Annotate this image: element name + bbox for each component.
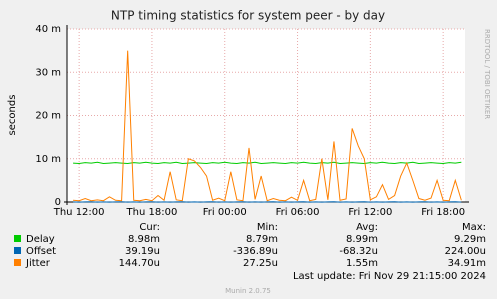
stat-value: -336.89u (233, 246, 278, 257)
y-tick-label: 30 m (35, 67, 61, 78)
x-tick-label: Thu 18:00 (126, 207, 178, 218)
stat-value: -68.32u (339, 246, 378, 257)
legend-label: Offset (26, 246, 56, 257)
stat-value: 9.29m (454, 234, 486, 245)
stat-value: 8.98m (128, 234, 160, 245)
x-tick-label: Fri 06:00 (276, 207, 320, 218)
stat-header: Cur: (139, 222, 160, 233)
y-tick-label: 20 m (35, 111, 61, 122)
x-tick-label: Thu 12:00 (53, 207, 105, 218)
y-tick-label: 10 m (35, 154, 61, 165)
x-tick-label: Fri 18:00 (421, 207, 465, 218)
x-tick-label: Fri 00:00 (203, 207, 247, 218)
side-text: RRDTOOL / TOBI OETIKER (483, 29, 491, 119)
stat-value: 27.25u (243, 258, 278, 269)
footer: Munin 2.0.75 (225, 287, 271, 295)
legend-swatch (14, 259, 21, 266)
stat-value: 39.19u (125, 246, 160, 257)
stat-value: 8.99m (346, 234, 378, 245)
series-line (73, 161, 462, 165)
chart-title: NTP timing statistics for system peer - … (111, 9, 385, 23)
legend-label: Delay (26, 234, 55, 245)
stat-value: 224.00u (445, 246, 486, 257)
series-line (73, 50, 462, 202)
legend-swatch (14, 247, 21, 254)
legend-swatch (14, 235, 21, 242)
y-axis-label: seconds (7, 95, 18, 136)
stat-value: 8.79m (246, 234, 278, 245)
legend-label: Jitter (25, 258, 51, 269)
stat-value: 144.70u (119, 258, 160, 269)
y-tick-label: 40 m (35, 24, 61, 35)
stat-header: Min: (257, 222, 278, 233)
last-update: Last update: Fri Nov 29 21:15:00 2024 (293, 271, 486, 282)
y-tick-label: 0 (55, 197, 61, 208)
stat-header: Avg: (356, 222, 378, 233)
stat-value: 34.91m (448, 258, 486, 269)
stat-value: 1.55m (346, 258, 378, 269)
x-tick-label: Fri 12:00 (348, 207, 392, 218)
stat-header: Max: (462, 222, 486, 233)
